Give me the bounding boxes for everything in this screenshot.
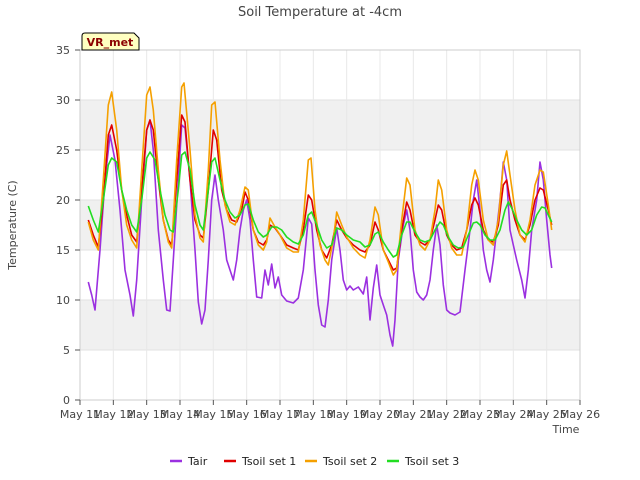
plot-band bbox=[80, 200, 580, 250]
y-tick-label: 0 bbox=[63, 394, 70, 407]
station-badge: VR_met bbox=[81, 32, 140, 51]
y-tick-label: 15 bbox=[56, 244, 70, 257]
plot-frame bbox=[79, 49, 581, 401]
legend-item-tsoil-set-2: Tsoil set 2 bbox=[305, 455, 377, 468]
y-tick-label: 35 bbox=[56, 44, 70, 57]
x-tick-label: May 12 bbox=[93, 408, 133, 421]
y-tick-label: 20 bbox=[56, 194, 70, 207]
x-tick-label: May 20 bbox=[360, 408, 400, 421]
x-tick-label: May 23 bbox=[460, 408, 500, 421]
y-axis-label: Temperature (C) bbox=[6, 180, 19, 270]
x-tick-label: May 13 bbox=[127, 408, 167, 421]
series-lines bbox=[87, 82, 553, 347]
x-tick-label: May 17 bbox=[260, 408, 300, 421]
x-tick-label: May 26 bbox=[560, 408, 600, 421]
legend-label: Tsoil set 2 bbox=[322, 455, 377, 468]
y-tick-label: 10 bbox=[56, 294, 70, 307]
series-line-tsoil-set-2 bbox=[87, 82, 553, 276]
series-line-tsoil-set-3 bbox=[87, 151, 553, 258]
y-tick-label: 5 bbox=[63, 344, 70, 357]
legend-label: Tsoil set 3 bbox=[404, 455, 459, 468]
x-tick-label: May 21 bbox=[393, 408, 433, 421]
legend-label: Tsoil set 1 bbox=[241, 455, 296, 468]
x-tick-label: May 11 bbox=[60, 408, 100, 421]
y-tick-label: 30 bbox=[56, 94, 70, 107]
chart-title: Soil Temperature at -4cm bbox=[238, 5, 402, 20]
plot-band bbox=[80, 100, 580, 150]
station-badge-box bbox=[81, 32, 140, 51]
plot-band bbox=[80, 350, 580, 400]
x-tick-label: May 25 bbox=[527, 408, 567, 421]
x-tick-label: May 18 bbox=[293, 408, 333, 421]
y-axis-ticks: 0 5 10 15 20 25 30 35 bbox=[56, 44, 80, 407]
plot-bands bbox=[80, 50, 580, 400]
legend-label: Tair bbox=[187, 455, 208, 468]
legend: Tair Tsoil set 1 Tsoil set 2 Tsoil set 3 bbox=[170, 455, 459, 468]
x-tick-label: May 19 bbox=[327, 408, 367, 421]
plot-band bbox=[80, 150, 580, 200]
x-tick-label: May 14 bbox=[160, 408, 200, 421]
y-tick-label: 25 bbox=[56, 144, 70, 157]
plot-band bbox=[80, 300, 580, 350]
x-tick-label: May 22 bbox=[427, 408, 467, 421]
plot-band bbox=[80, 50, 580, 100]
legend-item-tsoil-set-3: Tsoil set 3 bbox=[387, 455, 459, 468]
legend-item-tair: Tair bbox=[170, 455, 208, 468]
x-axis-label: Time bbox=[552, 423, 580, 436]
legend-item-tsoil-set-1: Tsoil set 1 bbox=[224, 455, 296, 468]
x-tick-label: May 24 bbox=[493, 408, 533, 421]
station-badge-label: VR_met bbox=[87, 36, 134, 49]
x-tick-label: May 16 bbox=[227, 408, 267, 421]
x-tick-label: May 15 bbox=[193, 408, 233, 421]
